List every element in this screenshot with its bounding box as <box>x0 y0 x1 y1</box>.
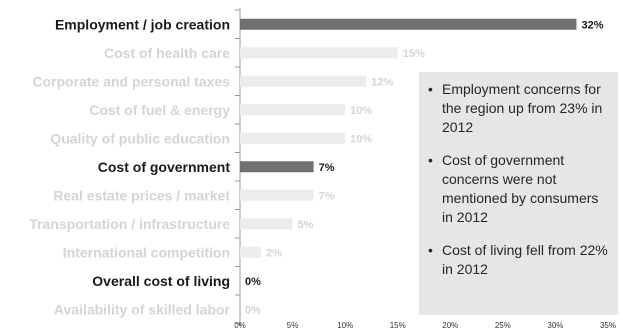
value-label: 0% <box>245 304 261 316</box>
category-label: Cost of health care <box>104 45 230 61</box>
bar <box>240 18 577 30</box>
category-label: Real estate prices / market <box>53 187 230 203</box>
x-tick-label: 15% <box>390 321 406 330</box>
category-label: Availability of skilled labor <box>54 301 231 317</box>
x-tick-label: 25% <box>495 321 511 330</box>
value-label: 7% <box>319 162 335 174</box>
category-label: Transportation / infrastructure <box>29 216 230 232</box>
x-tick-label: 35% <box>600 321 616 330</box>
note-item: Employment concerns for the region up fr… <box>427 80 610 137</box>
bar <box>240 47 398 59</box>
x-tick-label: 30% <box>547 321 563 330</box>
value-label: 10% <box>350 133 372 145</box>
category-label: Employment / job creation <box>55 16 230 32</box>
value-label: 2% <box>266 247 282 259</box>
x-tick-label: 5% <box>287 321 299 330</box>
category-label: Overall cost of living <box>92 273 230 289</box>
x-tick-label: 20% <box>442 321 458 330</box>
bar <box>240 189 314 201</box>
note-item: Cost of living fell from 22% in 2012 <box>427 241 610 279</box>
value-label: 15% <box>403 48 425 60</box>
x-tick-label: 10% <box>337 321 353 330</box>
category-label: Cost of fuel & energy <box>89 102 230 118</box>
notes-callout-box: Employment concerns for the region up fr… <box>419 72 618 315</box>
note-item: Cost of government concerns were not men… <box>427 151 610 227</box>
value-label: 7% <box>319 190 335 202</box>
value-label: 12% <box>371 76 393 88</box>
value-label: 10% <box>350 105 372 117</box>
bar <box>240 104 346 116</box>
category-label: Quality of public education <box>50 130 230 146</box>
x-tick-label: 0% <box>234 321 246 330</box>
category-label: Corporate and personal taxes <box>32 73 230 89</box>
value-label: 5% <box>298 219 314 231</box>
bar <box>240 246 262 258</box>
category-label: International competition <box>63 244 230 260</box>
bar <box>240 218 293 230</box>
category-label: Cost of government <box>98 159 231 175</box>
value-label: 32% <box>581 19 603 31</box>
bar <box>240 132 346 144</box>
value-label: 0% <box>245 276 261 288</box>
bar <box>240 75 367 87</box>
bar <box>240 161 314 173</box>
